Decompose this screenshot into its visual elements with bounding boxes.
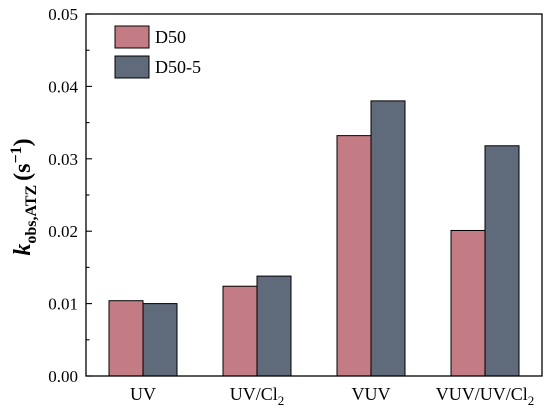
x-category-label: UV/Cl2 [230, 384, 285, 408]
y-tick-label: 0.01 [48, 295, 78, 314]
bar-d50-5-0 [142, 303, 178, 377]
y-tick-label: 0.05 [48, 5, 78, 24]
plot-frame [85, 13, 543, 377]
x-axis-category-labels: UV UV/Cl2 VUV VUV/UV/Cl2 [130, 370, 534, 408]
y-tick-label: 0.04 [48, 77, 78, 96]
legend-swatch [114, 25, 150, 49]
y-tick-label: 0.03 [48, 150, 78, 169]
bar-d50-2 [336, 135, 372, 377]
bar-d50-5-1 [256, 275, 292, 377]
x-category-label: VUV/UV/Cl2 [436, 384, 535, 408]
y-tick-label: 0.00 [48, 367, 78, 386]
bar-d50-3 [450, 229, 486, 377]
legend: D50 D50-5 [114, 25, 201, 79]
bars [108, 100, 520, 377]
legend-swatch [114, 55, 150, 79]
bar-d50-5-3 [484, 145, 520, 377]
y-axis-title: kobs,ATZ(s−1) [8, 138, 40, 255]
x-category-label: UV [130, 384, 156, 404]
legend-label: D50 [155, 27, 186, 47]
bar-d50-5-2 [370, 100, 406, 377]
y-axis-label: kobs,ATZ(s−1) [8, 138, 40, 255]
y-axis-ticks: 0.00 0.01 0.02 0.03 0.04 0.05 [48, 5, 92, 386]
y-tick-label: 0.02 [48, 222, 78, 241]
bar-d50-1 [222, 285, 258, 377]
bar-d50-0 [108, 300, 144, 377]
x-category-label: VUV [352, 384, 391, 404]
legend-label: D50-5 [155, 57, 201, 77]
